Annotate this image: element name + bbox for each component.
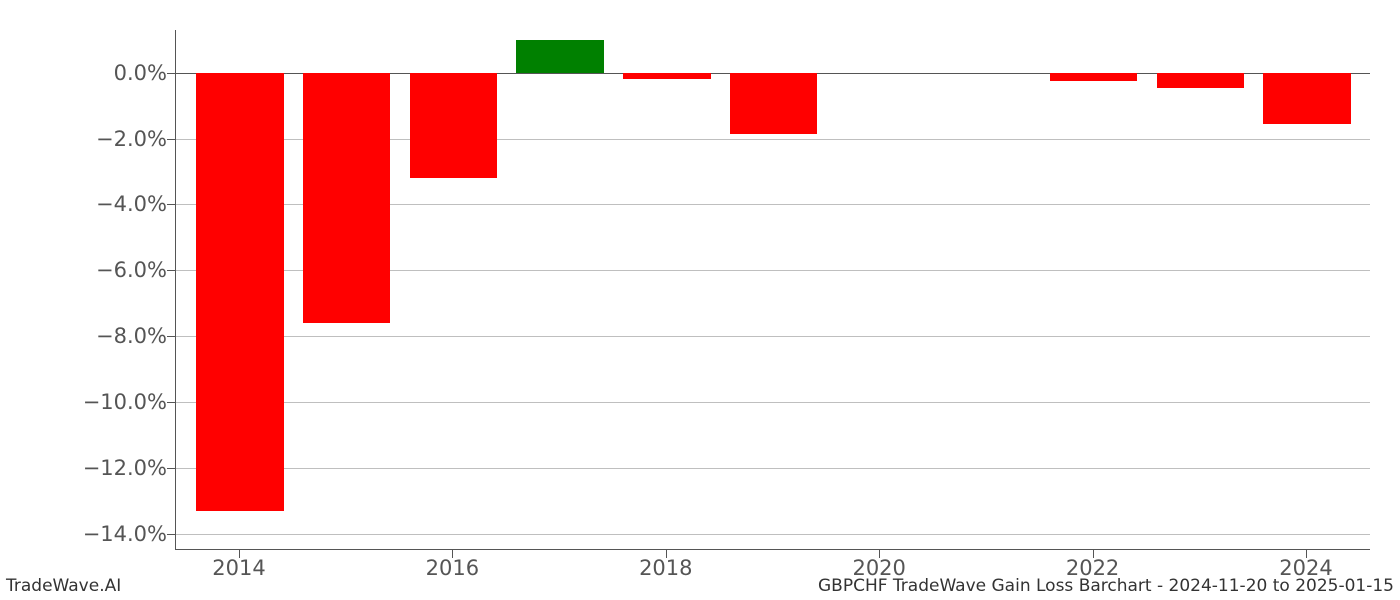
bar xyxy=(623,73,710,80)
bar xyxy=(730,73,817,134)
y-tick-label: −12.0% xyxy=(7,456,167,480)
bar xyxy=(516,40,603,73)
x-tick-label: 2024 xyxy=(1279,556,1332,580)
y-tick-label: −4.0% xyxy=(7,192,167,216)
y-tick xyxy=(167,270,175,271)
y-tick-label: −10.0% xyxy=(7,390,167,414)
y-tick-label: −8.0% xyxy=(7,324,167,348)
y-tick xyxy=(167,336,175,337)
chart-plot-area xyxy=(175,30,1370,550)
x-tick-label: 2018 xyxy=(639,556,692,580)
y-tick xyxy=(167,468,175,469)
y-tick-label: −2.0% xyxy=(7,127,167,151)
grid-line xyxy=(176,336,1370,337)
bar xyxy=(303,73,390,323)
y-tick-label: −6.0% xyxy=(7,258,167,282)
grid-line xyxy=(176,468,1370,469)
x-tick-label: 2014 xyxy=(212,556,265,580)
x-tick-label: 2022 xyxy=(1066,556,1119,580)
y-tick xyxy=(167,402,175,403)
y-tick xyxy=(167,73,175,74)
bar xyxy=(410,73,497,178)
y-tick xyxy=(167,534,175,535)
y-tick-label: 0.0% xyxy=(7,61,167,85)
y-tick xyxy=(167,204,175,205)
bar xyxy=(1263,73,1350,124)
y-tick xyxy=(167,139,175,140)
bar xyxy=(1157,73,1244,88)
watermark-left: TradeWave.AI xyxy=(6,576,121,596)
y-tick-label: −14.0% xyxy=(7,522,167,546)
x-tick-label: 2020 xyxy=(852,556,905,580)
bar xyxy=(196,73,283,511)
grid-line xyxy=(176,534,1370,535)
x-tick-label: 2016 xyxy=(426,556,479,580)
bar xyxy=(1050,73,1137,81)
grid-line xyxy=(176,402,1370,403)
